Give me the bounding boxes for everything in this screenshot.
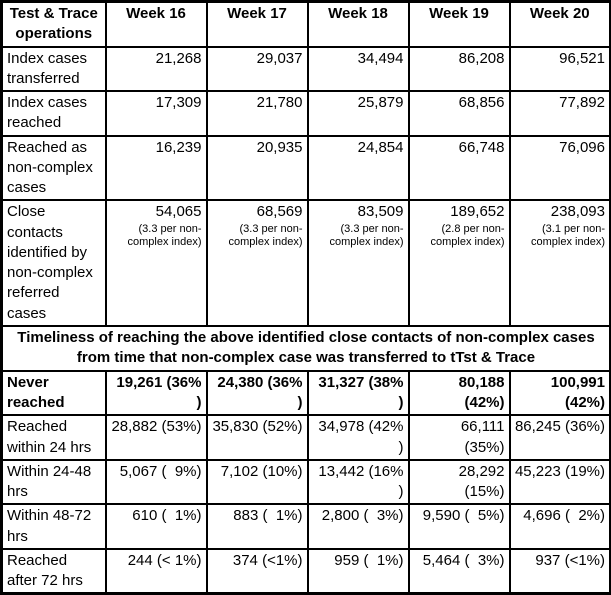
table-row-within-48-72: Within 48-72 hrs 610 ( 1%) 883 ( 1%) 2,8… xyxy=(0,503,611,550)
value-cell: 68,569 (3.3 per non-complex index) xyxy=(205,199,309,327)
value-cell: 959 ( 1%) xyxy=(306,547,410,595)
table-row-within-24-48: Within 24-48 hrs 5,067 ( 9%) 7,102 (10%)… xyxy=(0,458,611,506)
table-row-index-cases-reached: Index cases reached 17,309 21,780 25,879… xyxy=(0,90,611,137)
value-cell: 76,096 xyxy=(508,134,611,202)
value-cell: 20,935 xyxy=(205,134,309,202)
table-row-reached-within-24: Reached within 24 hrs 28,882 (53%) 35,83… xyxy=(0,414,611,461)
value-cell: 86,245 (36%) xyxy=(508,414,611,461)
value-cell: 54,065 (3.3 per non-complex index) xyxy=(104,199,208,327)
value-cell: 28,292 (15%) xyxy=(407,458,511,506)
value-cell: 883 ( 1%) xyxy=(205,503,309,550)
value-cell: 7,102 (10%) xyxy=(205,458,309,506)
row-label: Reached as non-complex cases xyxy=(0,134,107,202)
row-label: Reached after 72 hrs xyxy=(0,547,107,595)
value-cell: 5,464 ( 3%) xyxy=(407,547,511,595)
value-cell: 66,111 (35%) xyxy=(407,414,511,461)
value-cell: 244 (< 1%) xyxy=(104,547,208,595)
close-contacts-count: 83,509 xyxy=(357,203,404,221)
row-label: Within 24-48 hrs xyxy=(0,458,107,506)
value-cell: 68,856 xyxy=(407,90,511,137)
week-19-header: Week 19 xyxy=(407,0,511,48)
value-cell: 25,879 xyxy=(306,90,410,137)
value-cell: 374 (<1%) xyxy=(205,547,309,595)
per-index-note: (3.1 per non-complex index) xyxy=(531,222,605,249)
week-16-header: Week 16 xyxy=(104,0,208,48)
value-cell: 24,380 (36% ) xyxy=(205,369,309,417)
week-18-header: Week 18 xyxy=(306,0,410,48)
per-index-note: (3.3 per non-complex index) xyxy=(329,222,404,249)
value-cell: 238,093 (3.1 per non-complex index) xyxy=(508,199,611,327)
timeliness-banner-row: Timeliness of reaching the above identif… xyxy=(0,324,611,372)
row-label: Close contacts identified by non-complex… xyxy=(0,199,107,327)
value-cell: 13,442 (16% ) xyxy=(306,458,410,506)
table-row-close-contacts: Close contacts identified by non-complex… xyxy=(0,199,611,327)
table-row-reached-non-complex: Reached as non-complex cases 16,239 20,9… xyxy=(0,134,611,202)
value-cell: 29,037 xyxy=(205,45,309,92)
value-cell: 45,223 (19%) xyxy=(508,458,611,506)
row-label: Index cases transferred xyxy=(0,45,107,92)
value-cell: 17,309 xyxy=(104,90,208,137)
row-label: Within 48-72 hrs xyxy=(0,503,107,550)
value-cell: 2,800 ( 3%) xyxy=(306,503,410,550)
value-cell: 66,748 xyxy=(407,134,511,202)
value-cell: 21,780 xyxy=(205,90,309,137)
table-row-never-reached: Never reached 19,261 (36% ) 24,380 (36% … xyxy=(0,369,611,417)
table-title-cell: Test & Trace operations xyxy=(0,0,107,48)
value-cell: 4,696 ( 2%) xyxy=(508,503,611,550)
value-cell: 5,067 ( 9%) xyxy=(104,458,208,506)
value-cell: 937 (<1%) xyxy=(508,547,611,595)
close-contacts-count: 238,093 xyxy=(550,203,605,221)
value-cell: 100,991 (42%) xyxy=(508,369,611,417)
value-cell: 189,652 (2.8 per non-complex index) xyxy=(407,199,511,327)
close-contacts-count: 68,569 xyxy=(256,203,303,221)
value-cell: 16,239 xyxy=(104,134,208,202)
value-cell: 34,494 xyxy=(306,45,410,92)
value-cell: 9,590 ( 5%) xyxy=(407,503,511,550)
value-cell: 21,268 xyxy=(104,45,208,92)
value-cell: 34,978 (42% ) xyxy=(306,414,410,461)
value-cell: 28,882 (53%) xyxy=(104,414,208,461)
close-contacts-count: 189,652 xyxy=(450,203,505,221)
value-cell: 31,327 (38% ) xyxy=(306,369,410,417)
value-cell: 610 ( 1%) xyxy=(104,503,208,550)
value-cell: 86,208 xyxy=(407,45,511,92)
table-row-index-cases-transferred: Index cases transferred 21,268 29,037 34… xyxy=(0,45,611,92)
value-cell: 80,188 (42%) xyxy=(407,369,511,417)
row-label: Reached within 24 hrs xyxy=(0,414,107,461)
value-cell: 96,521 xyxy=(508,45,611,92)
header-row: Test & Trace operations Week 16 Week 17 … xyxy=(0,0,611,48)
week-17-header: Week 17 xyxy=(205,0,309,48)
timeliness-banner: Timeliness of reaching the above identif… xyxy=(0,324,611,372)
table-row-after-72: Reached after 72 hrs 244 (< 1%) 374 (<1%… xyxy=(0,547,611,595)
value-cell: 77,892 xyxy=(508,90,611,137)
value-cell: 19,261 (36% ) xyxy=(104,369,208,417)
value-cell: 35,830 (52%) xyxy=(205,414,309,461)
value-cell: 83,509 (3.3 per non-complex index) xyxy=(306,199,410,327)
per-index-note: (2.8 per non-complex index) xyxy=(430,222,505,249)
per-index-note: (3.3 per non-complex index) xyxy=(228,222,303,249)
per-index-note: (3.3 per non-complex index) xyxy=(127,222,202,249)
value-cell: 24,854 xyxy=(306,134,410,202)
week-20-header: Week 20 xyxy=(508,0,611,48)
row-label: Never reached xyxy=(0,369,107,417)
row-label: Index cases reached xyxy=(0,90,107,137)
close-contacts-count: 54,065 xyxy=(155,203,202,221)
